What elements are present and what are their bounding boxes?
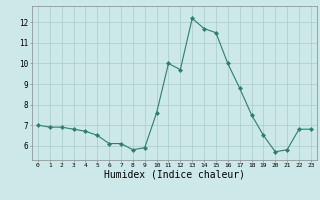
X-axis label: Humidex (Indice chaleur): Humidex (Indice chaleur) bbox=[104, 170, 245, 180]
